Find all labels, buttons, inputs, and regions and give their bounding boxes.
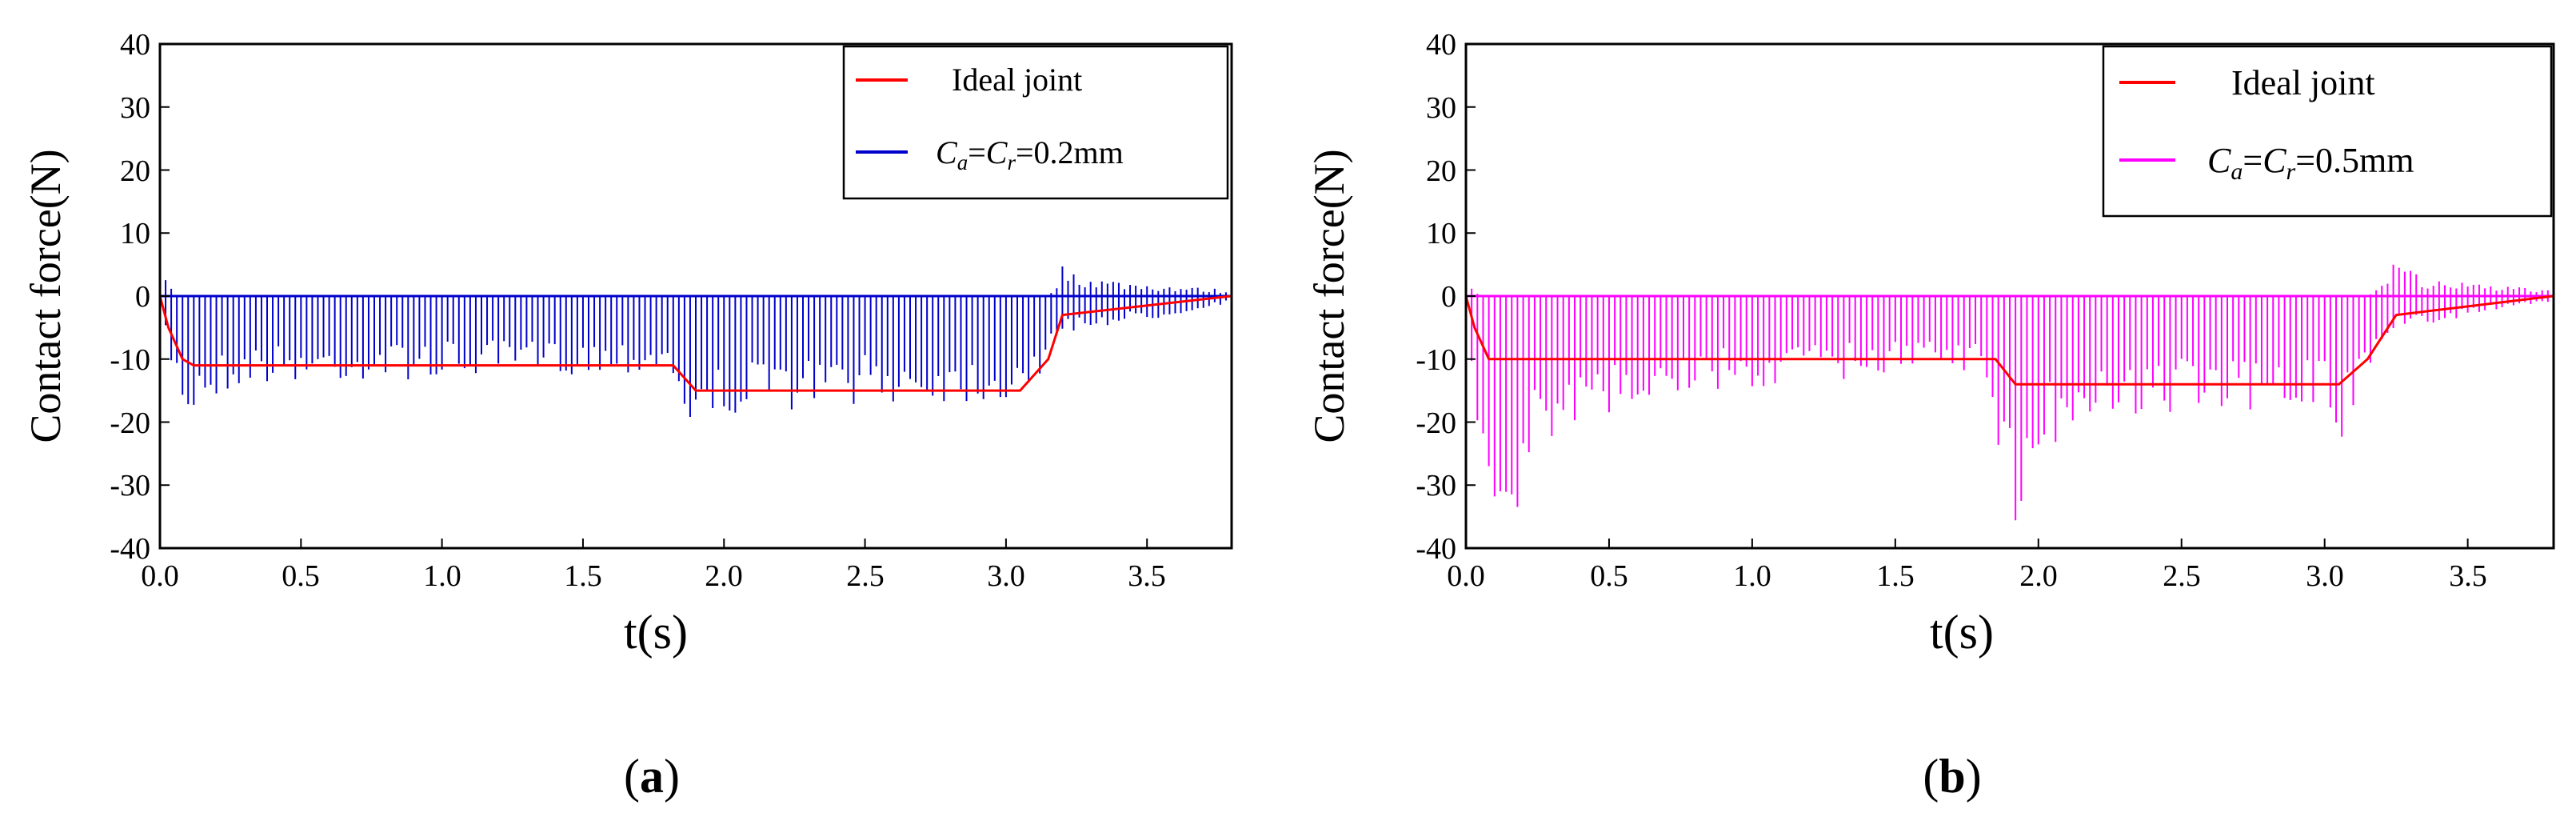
legend-subscript: r xyxy=(2286,158,2296,185)
panel-a: 40 30 20 10 0 -10 -20 -30 -40 0.0 0.5 1.… xyxy=(22,28,1233,803)
x-tick-label: 0.5 xyxy=(1590,559,1628,593)
axis-ticks-a xyxy=(159,43,1148,549)
y-tick-label: 20 xyxy=(1426,154,1456,188)
series-spikes-a xyxy=(159,247,1232,418)
y-tick-label: 40 xyxy=(120,28,150,62)
y-tick-label: -30 xyxy=(1416,469,1456,503)
x-tick-label: 2.5 xyxy=(846,559,885,593)
legend-subscript: a xyxy=(957,150,968,174)
legend-label-ideal: Ideal joint xyxy=(952,62,1082,98)
x-tick-label: 0.5 xyxy=(282,559,320,593)
legend-box xyxy=(2102,45,2553,218)
y-tick-label: 20 xyxy=(120,154,150,188)
panel-label-b: (b) xyxy=(1923,750,1981,803)
legend-box xyxy=(842,45,1229,200)
x-axis-label: t(s) xyxy=(624,606,688,659)
x-tick-label: 1.0 xyxy=(423,559,461,593)
y-axis-label: Contact force(N) xyxy=(22,149,70,443)
legend-a: Ideal joint Ca=Cr=0.2mm xyxy=(842,45,1229,200)
x-tick-label: 2.0 xyxy=(2019,559,2058,593)
x-tick-label: 3.5 xyxy=(1128,559,1166,593)
y-tick-label: -10 xyxy=(110,343,150,377)
x-tick-label: 0.0 xyxy=(141,559,179,593)
panel-b: 40 30 20 10 0 -10 -20 -30 -40 0.0 0.5 1.… xyxy=(1305,28,2555,803)
x-tick-label: 2.0 xyxy=(705,559,743,593)
panel-label-a: (a) xyxy=(624,750,680,803)
x-tick-label: 1.5 xyxy=(564,559,602,593)
x-tick-label: 3.5 xyxy=(2449,559,2487,593)
y-tick-label: 30 xyxy=(1426,91,1456,125)
y-tick-label: 10 xyxy=(1426,217,1456,250)
x-tick-label: 3.0 xyxy=(987,559,1025,593)
legend-subscript: a xyxy=(2231,158,2243,185)
legend-label-clearance: Ca=Cr=0.5mm xyxy=(2207,141,2414,185)
series-line-ideal-a xyxy=(158,294,1232,392)
x-tick-label: 0.0 xyxy=(1447,559,1485,593)
y-tick-label: 0 xyxy=(1441,280,1456,314)
svg-text:(b): (b) xyxy=(1923,750,1981,803)
y-tick-label: -10 xyxy=(1416,343,1456,377)
series-line-ideal-b xyxy=(1464,294,2554,386)
y-tick-label: 40 xyxy=(1426,28,1456,62)
y-tick-label: 10 xyxy=(120,217,150,250)
y-tick-label: -20 xyxy=(1416,406,1456,440)
legend-subscript: r xyxy=(1007,150,1016,174)
svg-text:Ca=Cr=0.5mm: Ca=Cr=0.5mm xyxy=(2207,141,2414,185)
legend-value: =0.2mm xyxy=(1016,134,1124,170)
x-tick-label: 3.0 xyxy=(2306,559,2344,593)
legend-value: =0.5mm xyxy=(2295,141,2414,180)
y-tick-label: -40 xyxy=(110,532,150,566)
series-spikes-b xyxy=(1465,264,2554,521)
svg-text:Ca=Cr=0.2mm: Ca=Cr=0.2mm xyxy=(936,134,1124,174)
y-axis-label: Contact force(N) xyxy=(1305,149,1353,443)
x-tick-label: 1.0 xyxy=(1733,559,1771,593)
x-tick-label: 1.5 xyxy=(1876,559,1915,593)
x-tick-label: 2.5 xyxy=(2163,559,2201,593)
y-tick-label: -30 xyxy=(110,469,150,503)
y-tick-label: -20 xyxy=(110,406,150,440)
axis-ticks-b xyxy=(1465,43,2469,549)
y-tick-label: 0 xyxy=(135,280,150,314)
legend-label-clearance: Ca=Cr=0.2mm xyxy=(936,134,1124,174)
x-axis-label: t(s) xyxy=(1930,606,1994,659)
svg-text:(a): (a) xyxy=(624,750,680,803)
y-tick-label: 30 xyxy=(120,91,150,125)
legend-b: Ideal joint Ca=Cr=0.5mm xyxy=(2102,45,2553,218)
y-tick-label: -40 xyxy=(1416,532,1456,566)
legend-label-ideal: Ideal joint xyxy=(2231,63,2375,102)
